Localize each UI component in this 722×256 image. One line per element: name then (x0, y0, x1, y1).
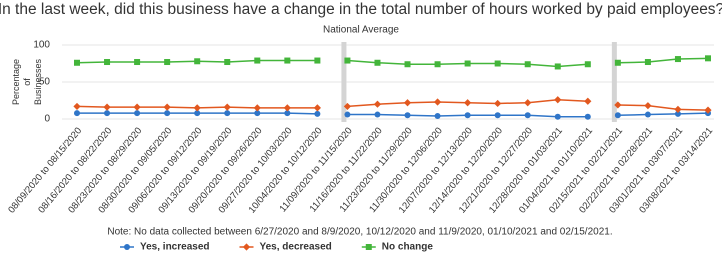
point (614, 59, 621, 66)
point (404, 61, 411, 68)
point (433, 98, 442, 106)
point (104, 59, 111, 66)
point (365, 244, 372, 250)
point (644, 59, 651, 66)
point (74, 59, 80, 66)
point (193, 104, 201, 112)
point (524, 99, 532, 107)
point (314, 57, 321, 64)
point (164, 59, 171, 66)
point (464, 60, 471, 67)
point (404, 112, 411, 119)
point (584, 61, 591, 68)
point (464, 99, 472, 107)
point (584, 113, 591, 120)
point (254, 57, 261, 64)
point (434, 61, 441, 68)
data-gap-band (611, 42, 617, 122)
point (284, 110, 291, 117)
point (554, 63, 561, 70)
point (584, 97, 592, 105)
point (614, 101, 622, 109)
point (524, 112, 531, 119)
point (644, 102, 652, 110)
point (254, 110, 261, 117)
point (223, 103, 231, 111)
y-tick-label: 100 (33, 40, 50, 51)
point (434, 113, 441, 120)
point (403, 99, 412, 107)
chart-subtitle: National Average (323, 25, 399, 36)
point (103, 103, 111, 111)
point (674, 105, 682, 113)
point (343, 102, 352, 111)
legend-label: Yes, decreased (260, 242, 332, 253)
point (704, 106, 712, 114)
legend-label: Yes, increased (140, 242, 210, 253)
y-tick-label: 50 (39, 77, 51, 88)
point (73, 102, 81, 111)
point (134, 59, 141, 66)
chart-title: In the last week, did this business have… (0, 1, 722, 18)
point (374, 59, 381, 66)
point (554, 96, 562, 104)
legend-label: No change (382, 242, 434, 253)
point (494, 60, 501, 67)
point (644, 111, 651, 118)
point (134, 110, 141, 117)
point (374, 111, 381, 118)
y-axis-label: PercentageofBusinesses (11, 58, 43, 105)
point (314, 110, 321, 117)
y-tick-label: 0 (44, 114, 50, 125)
data-gap-band (341, 42, 347, 122)
point (124, 244, 130, 250)
point (674, 110, 681, 117)
point (284, 57, 291, 64)
point (283, 104, 291, 112)
point (494, 112, 501, 119)
point (554, 113, 561, 120)
point (133, 103, 141, 111)
note: Note: No data collected between 6/27/202… (107, 227, 612, 238)
point (74, 110, 80, 117)
point (524, 61, 531, 68)
point (224, 59, 231, 66)
point (163, 103, 171, 111)
point (464, 112, 471, 119)
point (194, 58, 201, 65)
point (164, 110, 171, 117)
point (344, 111, 351, 118)
point (674, 56, 681, 63)
point (705, 55, 711, 62)
point (614, 112, 621, 119)
point (242, 243, 251, 251)
point (224, 110, 231, 117)
point (104, 110, 111, 117)
point (194, 110, 201, 117)
point (373, 100, 382, 108)
point (494, 99, 502, 108)
point (344, 57, 351, 64)
point (253, 104, 261, 112)
point (313, 104, 321, 112)
